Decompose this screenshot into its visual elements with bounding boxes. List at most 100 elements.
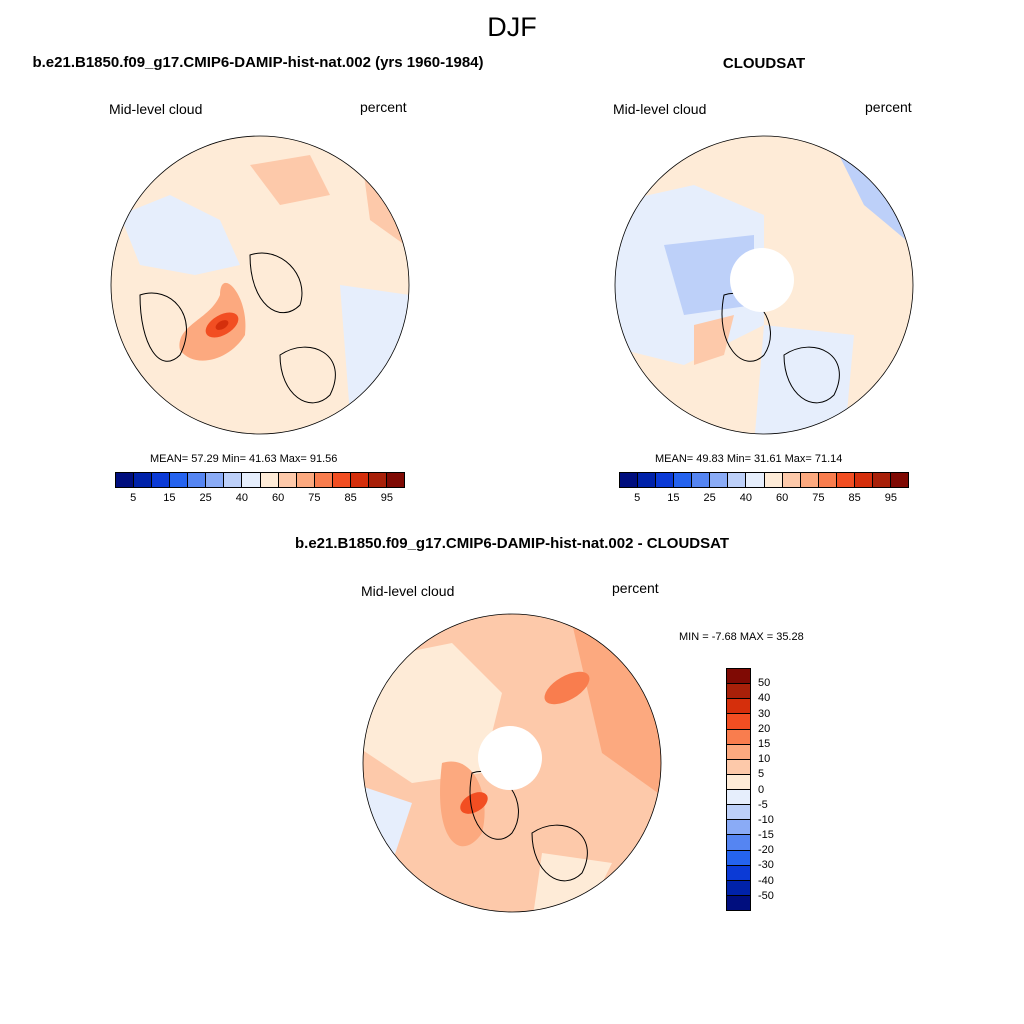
colorbar-swatch [727,880,750,896]
colorbar-swatch [350,473,369,487]
panel1-field-max-core [215,320,229,330]
panel3-coastline [531,824,588,882]
panel2-variable-label: Mid-level cloud [613,101,707,117]
panel2-colorbar [619,472,909,488]
panel1-coastline [249,252,303,314]
panel1-field-low-cloud [340,285,409,434]
colorbar-swatch [620,473,639,487]
colorbar-swatch [836,473,855,487]
colorbar-swatch [170,473,189,487]
colorbar-level-label: 50 [758,677,771,690]
panel2-polar-map [614,135,914,435]
colorbar-swatch [674,473,693,487]
panel2-coastline [783,346,840,404]
colorbar-tick-label: 15 [667,492,680,504]
colorbar-swatch [764,473,783,487]
colorbar-level-label: -30 [758,859,774,872]
colorbar-tick-label: 25 [199,492,212,504]
main-title: DJF [487,12,537,42]
colorbar-tick-label: 85 [344,492,357,504]
colorbar-swatch [260,473,279,487]
colorbar-swatch [206,473,225,487]
colorbar-level-label: 0 [758,783,765,796]
panel3-polar-map [362,613,662,913]
panel2-field-low-cloud [754,325,854,434]
panel1-stats: MEAN= 57.29 Min= 41.63 Max= 91.56 [150,453,338,465]
colorbar-tick-label: 15 [163,492,176,504]
panel1-variable-label: Mid-level cloud [109,101,203,117]
colorbar-tick-label: 85 [848,492,861,504]
colorbar-swatch [278,473,297,487]
colorbar-swatch [727,699,750,715]
panel1-colorbar [115,472,405,488]
colorbar-swatch [728,473,747,487]
colorbar-tick-label: 60 [776,492,789,504]
colorbar-swatch [386,473,404,487]
panel2-field-lower-cloud [664,235,754,315]
colorbar-swatch [188,473,207,487]
colorbar-level-label: 40 [758,692,771,705]
colorbar-swatch [727,774,750,790]
panel3-variable-label: Mid-level cloud [361,583,455,599]
colorbar-swatch [727,729,750,745]
colorbar-level-label: 30 [758,707,771,720]
panel3-polar-gap [478,726,542,790]
colorbar-swatch [890,473,908,487]
colorbar-swatch [727,820,750,836]
colorbar-level-label: 15 [758,737,771,750]
panel3-units-label: percent [612,580,659,596]
colorbar-level-label: -10 [758,813,774,826]
colorbar-swatch [368,473,387,487]
panel1-title: b.e21.B1850.f09_g17.CMIP6-DAMIP-hist-nat… [32,54,484,71]
colorbar-swatch [134,473,153,487]
panel3-title: b.e21.B1850.f09_g17.CMIP6-DAMIP-hist-nat… [295,535,729,552]
panel2-units-label: percent [865,99,912,115]
colorbar-swatch [727,790,750,806]
panel2-map-border [614,135,914,435]
colorbar-swatch [727,865,750,881]
colorbar-swatch [296,473,315,487]
colorbar-swatch [152,473,171,487]
panel2-colorbar-ticks: 5 15 25 40 60 75 85 95 [619,492,909,506]
colorbar-tick-label: 75 [812,492,825,504]
colorbar-level-label: -40 [758,874,774,887]
panel3-colorbar-labels: 50 40 30 20 15 10 5 0 -5 -10 -15 -20 -30 -40 -50 [758,668,798,911]
colorbar-swatch [727,669,750,685]
panel3-minmax: MIN = -7.68 MAX = 35.28 [679,631,804,643]
panel3-field-positive-diff [544,671,590,705]
colorbar-swatch [818,473,837,487]
colorbar-level-label: -5 [758,798,768,811]
colorbar-tick-label: 75 [308,492,321,504]
colorbar-swatch [872,473,891,487]
colorbar-level-label: -50 [758,889,774,902]
colorbar-tick-label: 95 [884,492,897,504]
colorbar-swatch [692,473,711,487]
panel2-title: CLOUDSAT [722,55,806,72]
colorbar-swatch [727,744,750,760]
colorbar-swatch [242,473,261,487]
panel1-colorbar-ticks: 5 15 25 40 60 75 85 95 [115,492,405,506]
colorbar-tick-label: 60 [272,492,285,504]
colorbar-tick-label: 95 [380,492,393,504]
panel1-coastline [139,292,187,362]
panel2-polar-gap [730,248,794,312]
colorbar-level-label: -15 [758,829,774,842]
panel3-field-small-diff [532,853,612,912]
colorbar-swatch [727,895,750,910]
colorbar-tick-label: 5 [634,492,641,504]
colorbar-swatch [116,473,135,487]
panel3-colorbar [726,668,751,911]
panel1-field-low-cloud [120,195,240,275]
colorbar-swatch [727,835,750,851]
panel1-units-label: percent [360,99,407,115]
panel1-field-high-cloud [250,155,330,205]
colorbar-tick-label: 40 [739,492,752,504]
colorbar-swatch [800,473,819,487]
colorbar-swatch [746,473,765,487]
colorbar-swatch [224,473,243,487]
panel1-coastline [279,346,336,404]
colorbar-tick-label: 25 [703,492,716,504]
colorbar-swatch [727,805,750,821]
colorbar-swatch [727,759,750,775]
panel3-field-max-diff [460,792,488,814]
